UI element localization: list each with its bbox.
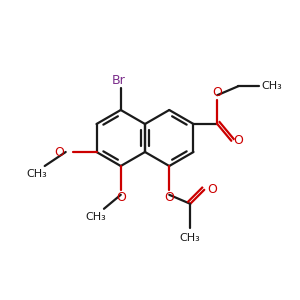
Text: CH₃: CH₃ xyxy=(180,232,201,243)
Text: O: O xyxy=(233,134,243,147)
Text: CH₃: CH₃ xyxy=(26,169,47,179)
Text: O: O xyxy=(116,191,126,204)
Text: O: O xyxy=(212,86,222,99)
Text: O: O xyxy=(54,146,64,158)
Text: CH₃: CH₃ xyxy=(261,81,282,91)
Text: Br: Br xyxy=(112,74,126,87)
Text: O: O xyxy=(207,183,217,196)
Text: CH₃: CH₃ xyxy=(85,212,106,222)
Text: O: O xyxy=(164,191,174,204)
